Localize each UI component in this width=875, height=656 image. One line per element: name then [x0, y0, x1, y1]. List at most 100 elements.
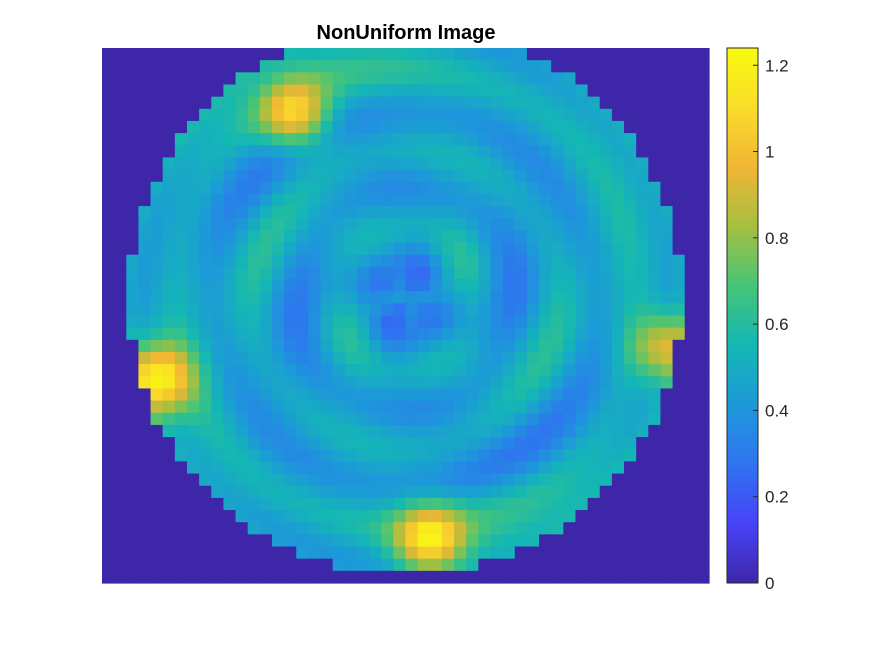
heatmap-cell — [660, 437, 674, 450]
heatmap-cell — [138, 303, 152, 317]
heatmap-cell — [308, 206, 322, 219]
heatmap-cell — [223, 534, 237, 548]
heatmap-cell — [381, 291, 394, 304]
heatmap-cell — [150, 291, 164, 304]
heatmap-cell — [624, 96, 637, 110]
heatmap-cell — [539, 242, 552, 256]
heatmap-cell — [369, 279, 382, 292]
heatmap-cell — [478, 364, 492, 377]
heatmap-cell — [332, 169, 346, 183]
heatmap-cell — [393, 193, 407, 207]
heatmap-cell — [296, 315, 309, 329]
heatmap-cell — [624, 424, 637, 438]
heatmap-cell — [235, 230, 249, 244]
heatmap-cell — [174, 327, 188, 341]
colorbar-tick-label: 1.2 — [765, 56, 789, 75]
heatmap-cell — [102, 522, 115, 535]
heatmap-cell — [563, 412, 577, 426]
heatmap-cell — [308, 388, 322, 402]
heatmap-cell — [587, 437, 601, 450]
heatmap-cell — [648, 303, 662, 317]
heatmap-cell — [162, 315, 176, 329]
heatmap-cell — [441, 48, 455, 61]
heatmap-cell — [150, 485, 164, 499]
heatmap-cell — [102, 510, 115, 523]
heatmap-cell — [223, 193, 237, 207]
heatmap-cell — [356, 449, 370, 463]
heatmap-cell — [369, 339, 382, 353]
heatmap-cell — [624, 449, 637, 463]
heatmap-cell — [478, 327, 492, 341]
heatmap-cell — [199, 133, 212, 146]
heatmap-cell — [466, 218, 479, 231]
heatmap-cell — [211, 510, 224, 523]
heatmap-cell — [381, 351, 394, 365]
heatmap-cell — [344, 546, 358, 560]
heatmap-cell — [186, 473, 200, 487]
heatmap-cell — [138, 327, 152, 341]
heatmap-cell — [223, 291, 237, 304]
heatmap-cell — [308, 315, 322, 329]
heatmap-cell — [126, 133, 140, 146]
heatmap-cell — [150, 522, 164, 535]
heatmap-cell — [429, 546, 443, 560]
heatmap-cell — [356, 181, 370, 195]
heatmap-cell — [223, 497, 237, 511]
heatmap-cell — [648, 145, 662, 159]
heatmap-cell — [211, 120, 224, 134]
heatmap-cell — [186, 145, 200, 159]
heatmap-cell — [271, 120, 285, 134]
heatmap-cell — [332, 497, 346, 511]
heatmap-cell — [417, 437, 431, 450]
heatmap-cell — [223, 206, 237, 219]
heatmap-cell — [575, 218, 589, 231]
heatmap-cell — [587, 230, 601, 244]
heatmap-cell — [587, 266, 601, 280]
heatmap-cell — [332, 145, 346, 159]
heatmap-cell — [356, 546, 370, 560]
heatmap-cell — [296, 169, 309, 183]
heatmap-cell — [344, 327, 358, 341]
heatmap-cell — [417, 315, 431, 329]
heatmap-cell — [611, 193, 625, 207]
heatmap-cell — [393, 339, 407, 353]
heatmap-cell — [696, 291, 710, 304]
heatmap-cell — [514, 315, 528, 329]
heatmap-cell — [102, 254, 115, 268]
heatmap-cell — [502, 266, 516, 280]
heatmap-cell — [369, 461, 382, 475]
heatmap-cell — [344, 412, 358, 426]
heatmap-cell — [259, 72, 273, 86]
heatmap-cell — [563, 291, 577, 304]
heatmap-cell — [332, 510, 346, 523]
heatmap-cell — [405, 461, 419, 475]
heatmap-cell — [114, 108, 127, 122]
heatmap-cell — [575, 351, 589, 365]
heatmap-cell — [672, 181, 686, 195]
heatmap-cell — [563, 534, 577, 548]
heatmap-cell — [320, 96, 334, 110]
heatmap-cell — [454, 364, 467, 377]
heatmap-cell — [636, 266, 649, 280]
heatmap-cell — [684, 376, 698, 390]
heatmap-cell — [102, 473, 115, 487]
heatmap-cell — [672, 108, 686, 122]
heatmap-cell — [102, 181, 115, 195]
heatmap-cell — [696, 376, 710, 390]
heatmap-cell — [320, 388, 334, 402]
heatmap-cell — [490, 558, 504, 572]
heatmap-cell — [308, 437, 322, 450]
heatmap-cell — [102, 218, 115, 231]
heatmap-cell — [186, 84, 200, 98]
colorbar-tick-label: 0.8 — [765, 229, 789, 248]
heatmap-cell — [587, 84, 601, 98]
heatmap-cell — [102, 206, 115, 219]
heatmap-cell — [575, 169, 589, 183]
heatmap-cell — [599, 461, 613, 475]
heatmap-cell — [174, 437, 188, 450]
heatmap-cell — [271, 534, 285, 548]
heatmap-cell — [575, 510, 589, 523]
heatmap-cell — [223, 449, 237, 463]
heatmap-cell — [611, 424, 625, 438]
heatmap-cell — [441, 546, 455, 560]
